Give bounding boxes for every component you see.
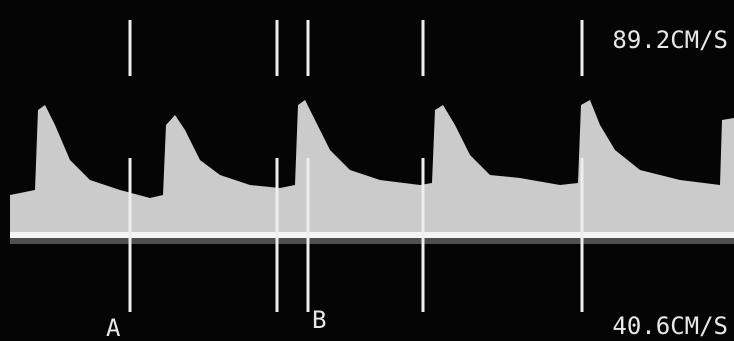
time-markers	[128, 20, 584, 312]
spectral-waveform	[10, 100, 734, 237]
marker-label: B	[312, 306, 326, 334]
baseline	[10, 232, 734, 238]
baseline-shadow	[10, 238, 734, 244]
marker-label: A	[106, 314, 121, 341]
velocity-readout-top: 89.2CM/S	[612, 26, 728, 54]
velocity-readout-bottom: 40.6CM/S	[612, 312, 728, 340]
